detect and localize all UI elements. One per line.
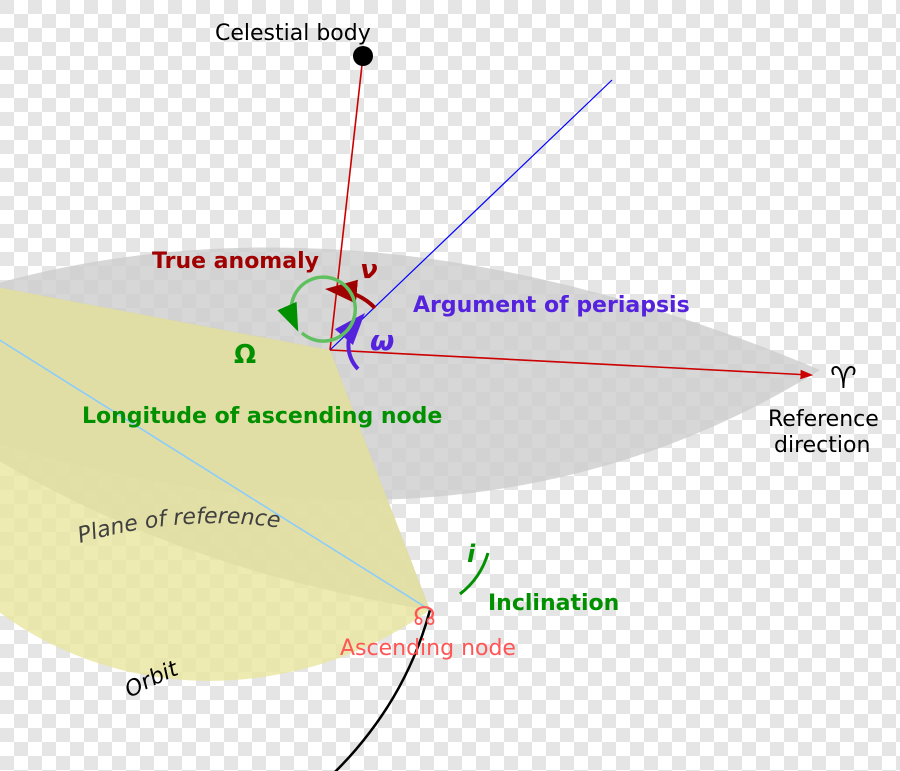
label-capital-omega: Ω [234,340,256,370]
celestial-body-dot [353,46,373,66]
label-i: i [467,540,476,568]
label-ascending-node: Ascending node [340,636,516,661]
label-longitude-ascending: Longitude of ascending node [82,404,442,429]
label-inclination: Inclination [488,591,619,616]
label-true-anomaly: True anomaly [152,249,319,274]
label-reference-1: Reference [768,407,879,432]
label-aries: ♈ [830,361,857,396]
label-argument-periapsis: Argument of periapsis [413,293,690,318]
label-ascending-symbol: ☊ [413,602,436,632]
orbital-elements-diagram: Plane of reference Orbit Celestial body … [0,0,900,771]
label-omega: ω [370,324,394,357]
label-celestial-body: Celestial body [215,21,371,46]
label-nu: ν [360,255,378,285]
label-reference-2: direction [774,433,870,458]
